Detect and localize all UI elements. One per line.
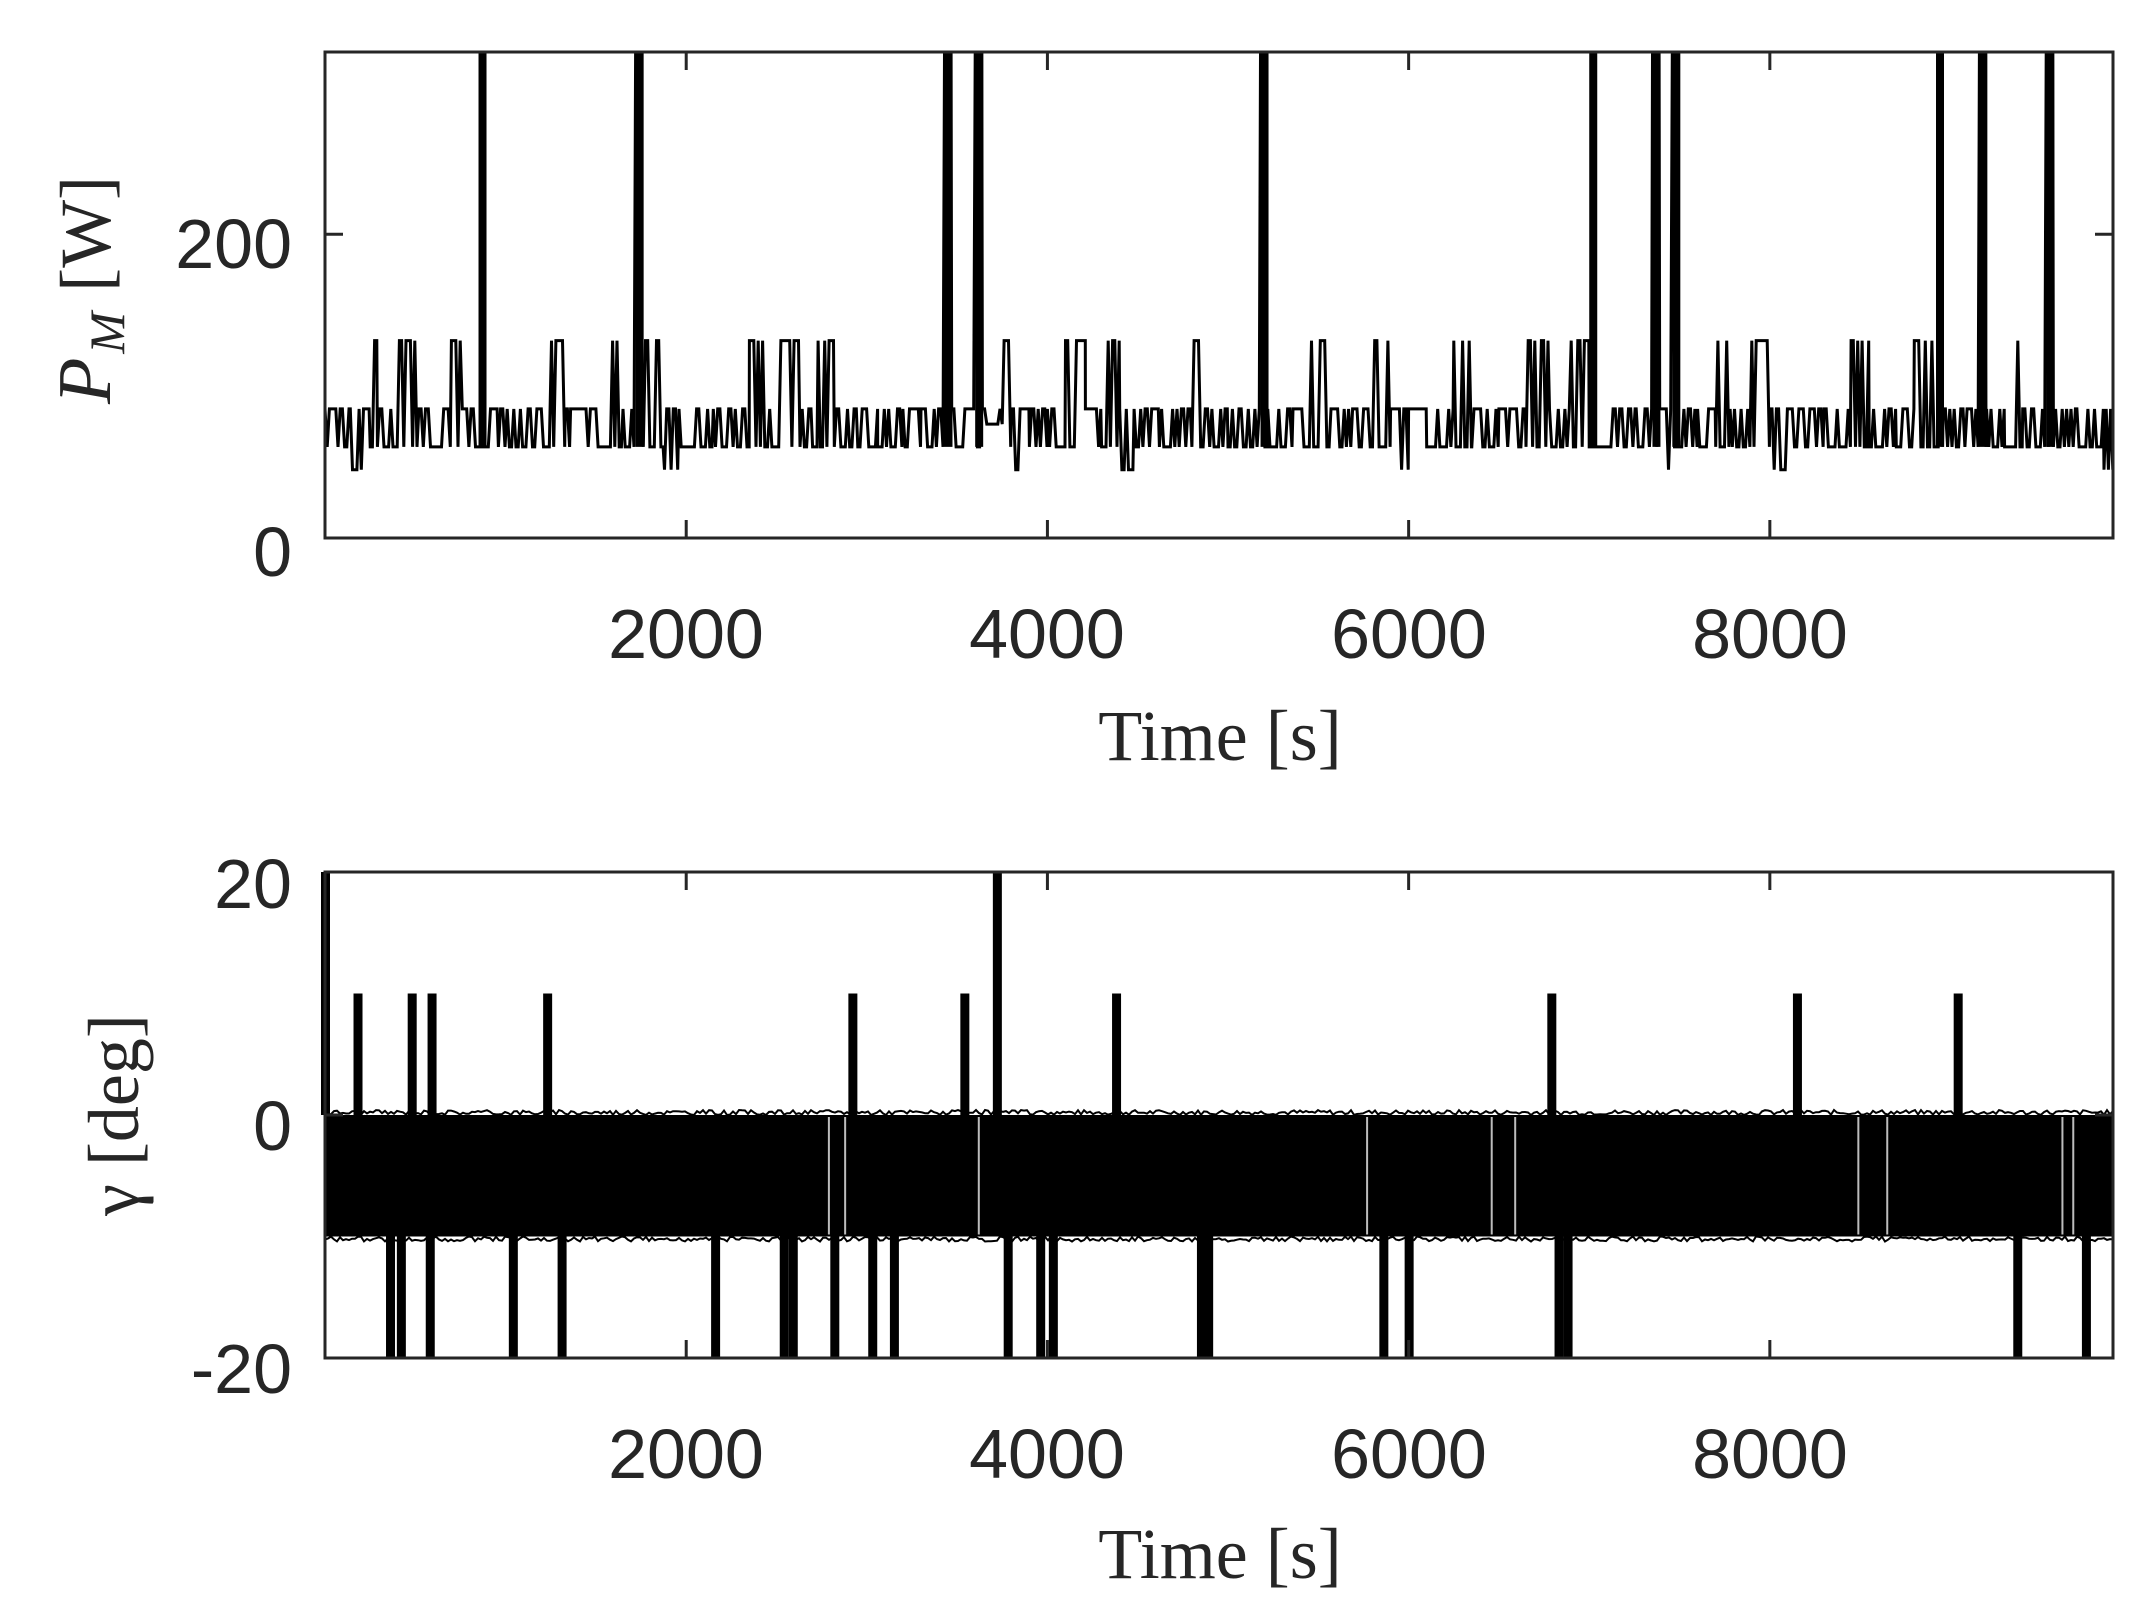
power-spike	[944, 52, 953, 447]
power-spike	[1936, 52, 1945, 447]
gamma-spike-down	[1204, 1236, 1214, 1358]
power-xtick-2000: 2000	[608, 595, 764, 673]
power-series-line	[323, 50, 2115, 472]
gamma-ylabel: γ [deg]	[74, 1014, 154, 1217]
power-xlabel: Time [s]	[1098, 696, 1341, 776]
power-xtick-6000: 6000	[1331, 595, 1487, 673]
gamma-spike-down	[830, 1236, 840, 1358]
gamma-spike-down	[1196, 1236, 1206, 1358]
svg-text:P M [W]: P M [W]	[43, 176, 135, 405]
power-spike	[1260, 52, 1269, 447]
gamma-spike-down	[386, 1236, 396, 1358]
gamma-spike-up	[1547, 993, 1557, 1115]
gamma-spike-up	[407, 993, 417, 1115]
gamma-panel: 20 0 -20 2000 4000 6000 8000 Time [s] γ …	[74, 845, 2115, 1594]
gamma-spike-up	[1792, 993, 1802, 1115]
power-ticks	[325, 52, 2113, 540]
gamma-spike-down	[1404, 1236, 1414, 1358]
power-ylabel-symbol: P	[43, 358, 127, 405]
gamma-ytick-20: 20	[214, 845, 292, 923]
gamma-spike-down	[1379, 1236, 1389, 1358]
power-spike	[975, 52, 984, 447]
gamma-spike-up	[1112, 993, 1122, 1115]
gamma-spike-down	[868, 1236, 878, 1358]
gamma-ytick-0: 0	[253, 1087, 292, 1165]
gamma-xtick-8000: 8000	[1692, 1415, 1848, 1493]
gamma-spike-down	[508, 1236, 518, 1358]
gamma-spike-down	[2013, 1236, 2023, 1358]
gamma-spike-up	[543, 993, 553, 1115]
power-spike	[1589, 52, 1598, 447]
gamma-ytick-neg20: -20	[191, 1330, 292, 1408]
power-spike	[478, 52, 487, 447]
gamma-xtick-6000: 6000	[1331, 1415, 1487, 1493]
gamma-spike-down	[1563, 1236, 1573, 1358]
gamma-spike-down	[788, 1236, 798, 1358]
power-ylabel-unit: [W]	[46, 176, 126, 292]
gamma-band	[325, 1115, 2113, 1237]
gamma-spike-down	[889, 1236, 899, 1358]
gamma-spike-down	[396, 1236, 406, 1358]
gamma-xtick-4000: 4000	[969, 1415, 1125, 1493]
gamma-spike-down	[711, 1236, 721, 1358]
gamma-spike-down	[425, 1236, 435, 1358]
gamma-spike-up	[848, 993, 858, 1115]
gamma-band-top-edge	[324, 1108, 2114, 1117]
gamma-xtick-2000: 2000	[608, 1415, 764, 1493]
gamma-series-line	[321, 872, 2114, 1358]
power-spike	[2046, 52, 2055, 447]
gamma-spike-down	[1003, 1236, 1013, 1358]
gamma-spike-up	[1953, 993, 1963, 1115]
gamma-band-bottom-edge	[324, 1235, 2114, 1244]
power-axes-frame	[323, 50, 2115, 540]
gamma-spike-up	[960, 993, 970, 1115]
power-ylabel: P M [W]	[43, 176, 135, 405]
gamma-ticks	[325, 870, 2113, 1360]
gamma-spike-down	[1554, 1236, 1564, 1358]
gamma-spike-up	[353, 993, 363, 1115]
power-xtick-4000: 4000	[969, 595, 1125, 673]
power-ylabel-subscript: M	[79, 310, 135, 355]
power-trace	[323, 50, 2115, 472]
gamma-spike-up	[992, 872, 1002, 1115]
gamma-spike-down	[1048, 1236, 1058, 1358]
power-ytick-200: 200	[175, 205, 292, 283]
power-panel: 200 0 2000 4000 6000 8000 Time [s] P M […	[43, 50, 2115, 776]
power-spike	[1652, 52, 1661, 447]
gamma-spike-down	[557, 1236, 567, 1358]
gamma-spike-down	[779, 1236, 789, 1358]
power-spike	[1672, 52, 1681, 447]
power-spike	[1979, 52, 1988, 447]
gamma-spike-down	[1036, 1236, 1046, 1358]
power-xtick-8000: 8000	[1692, 595, 1848, 673]
power-spike	[635, 52, 644, 447]
gamma-xlabel: Time [s]	[1098, 1514, 1341, 1594]
gamma-spike-down	[2081, 1236, 2091, 1358]
power-ytick-0: 0	[253, 513, 292, 591]
gamma-spike-up	[427, 993, 437, 1115]
